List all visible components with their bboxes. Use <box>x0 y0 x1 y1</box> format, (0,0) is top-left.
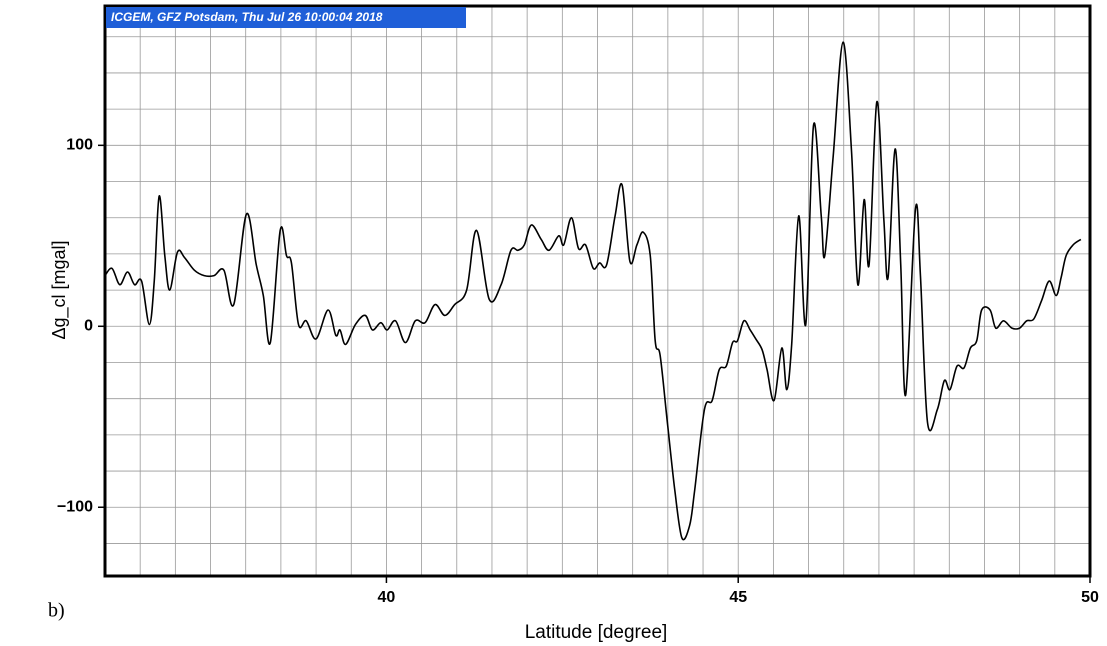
data-line <box>104 41 1082 541</box>
plot-frame <box>103 4 1092 578</box>
x-tick-label: 45 <box>729 589 747 606</box>
y-tick-label: 0 <box>84 318 93 335</box>
x-axis-label: Latitude [degree] <box>525 622 668 643</box>
x-tick-label: 40 <box>378 589 396 606</box>
chart-title: ICGEM, GFZ Potsdam, Thu Jul 26 10:00:04 … <box>111 10 383 24</box>
y-axis-label: Δg_cl [mgal] <box>49 240 70 339</box>
y-tick-label: −100 <box>57 498 93 515</box>
title-box <box>106 7 466 28</box>
y-tick-label: 100 <box>66 137 93 154</box>
panel-label: b) <box>48 600 65 622</box>
x-tick-label: 50 <box>1081 589 1099 606</box>
